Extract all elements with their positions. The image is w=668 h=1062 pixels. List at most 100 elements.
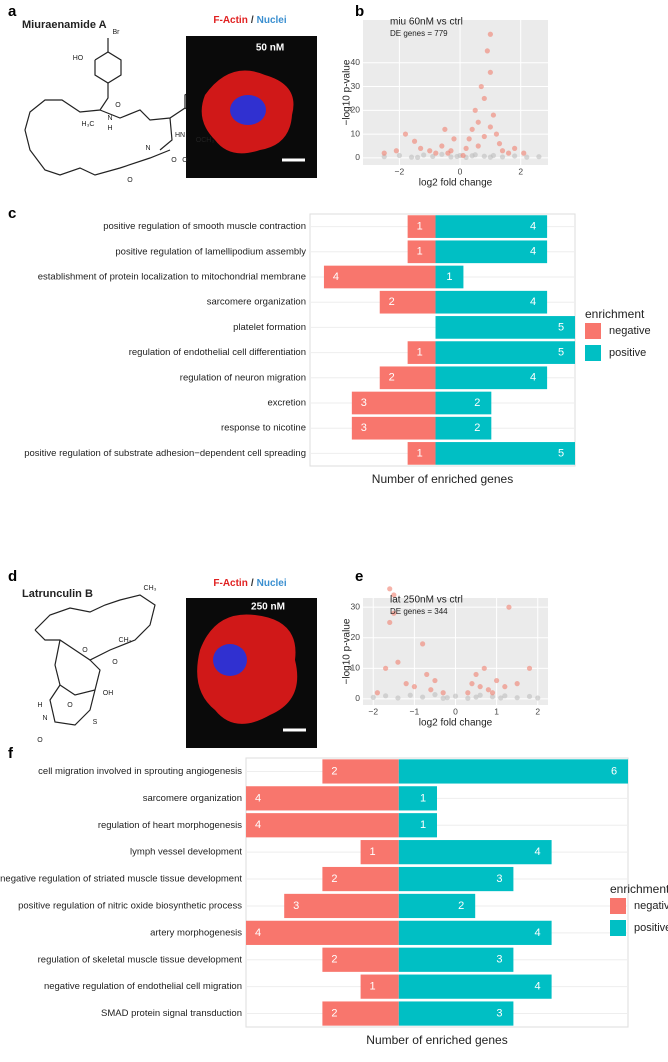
bar [322, 947, 399, 972]
category-label: negative regulation of striated muscle t… [0, 874, 242, 885]
value-label: 5 [558, 347, 564, 359]
legend-title: enrichment [610, 882, 668, 896]
structure-d [34, 594, 156, 726]
stain-part: F-Actin [213, 578, 247, 589]
category-label: lymph vessel development [130, 847, 242, 858]
category-label: excretion [267, 398, 306, 409]
atom-label: N [107, 115, 112, 122]
value-label: 4 [255, 792, 261, 804]
atom-label: HN [175, 132, 185, 139]
dose-label: 250 nM [251, 602, 285, 613]
point [473, 694, 479, 700]
stain-label: F-Actin / Nuclei [213, 15, 286, 26]
point [514, 695, 520, 701]
point [502, 693, 508, 699]
legend-label: positive [609, 347, 646, 359]
point [499, 148, 506, 154]
x-tick-label: 0 [458, 166, 463, 176]
y-axis-label: −log10 p-value [342, 618, 353, 684]
point [414, 154, 421, 160]
category-label: regulation of skeletal muscle tissue dev… [38, 954, 243, 965]
point [487, 69, 493, 75]
bar [398, 840, 552, 865]
point [481, 665, 487, 671]
panel-label: f [8, 745, 14, 762]
value-label: 3 [496, 873, 502, 885]
point [391, 592, 397, 598]
atom-label: H [37, 702, 42, 709]
bar [322, 1001, 399, 1026]
point [445, 150, 451, 156]
y-tick-label: 0 [355, 152, 360, 162]
bar [435, 240, 548, 264]
bar [398, 759, 628, 784]
legend-swatch [610, 898, 626, 914]
point [381, 150, 387, 156]
bar [246, 920, 399, 945]
bar [323, 265, 436, 289]
atom-label: CH₃ [144, 585, 157, 592]
x-axis-label: log2 fold change [419, 718, 493, 729]
point [502, 684, 508, 690]
bar [351, 416, 436, 440]
point [418, 145, 424, 151]
category-label: regulation of heart morphogenesis [98, 820, 242, 831]
category-label: cell migration involved in sprouting ang… [38, 766, 242, 777]
point [421, 152, 427, 158]
y-tick-label: 20 [351, 632, 361, 642]
value-label: 1 [417, 246, 423, 258]
point [498, 695, 504, 701]
point [428, 687, 434, 693]
atom-label: CH₃ [119, 637, 132, 644]
compound-name: Latrunculin B [22, 588, 93, 600]
value-label: 2 [458, 900, 464, 912]
panel-label: d [8, 568, 17, 585]
bar [407, 341, 436, 364]
bar [360, 974, 399, 999]
micrograph [186, 36, 317, 748]
bar [398, 866, 514, 892]
point [478, 83, 484, 90]
bar [379, 366, 436, 390]
x-axis-label: Number of enriched genes [366, 1033, 507, 1047]
point [484, 48, 490, 54]
point [402, 131, 409, 137]
y-axis-label: −log10 p-value [342, 59, 353, 125]
point [396, 152, 402, 159]
legend-label: negative [634, 900, 668, 912]
bar [322, 866, 399, 892]
bar [398, 786, 437, 811]
bar [246, 813, 399, 838]
point [387, 586, 393, 592]
value-label: 2 [389, 372, 395, 384]
point [460, 152, 466, 159]
bar [435, 215, 548, 238]
x-tick-label: 2 [535, 706, 540, 716]
value-label: 1 [417, 447, 423, 459]
point [521, 150, 527, 156]
atom-label: N [42, 715, 47, 722]
value-label: 4 [530, 372, 536, 384]
point [454, 153, 460, 160]
stain-part: F-Actin [213, 15, 247, 26]
point [452, 693, 459, 699]
point [494, 677, 500, 684]
value-label: 3 [361, 422, 367, 434]
point [395, 695, 401, 701]
value-label: 5 [558, 447, 564, 459]
point [444, 695, 450, 701]
value-label: 4 [535, 846, 541, 858]
point [430, 153, 436, 160]
x-tick-label: 2 [518, 166, 523, 176]
value-label: 6 [611, 765, 617, 777]
atom-label: OH [103, 690, 114, 697]
bar [435, 316, 575, 339]
category-label: SMAD protein signal transduction [101, 1008, 242, 1019]
category-label: regulation of neuron migration [180, 372, 306, 383]
point [496, 141, 503, 147]
value-label: 2 [331, 873, 337, 885]
value-label: 2 [389, 296, 395, 308]
stain-part: Nuclei [257, 15, 287, 26]
point [370, 694, 376, 700]
